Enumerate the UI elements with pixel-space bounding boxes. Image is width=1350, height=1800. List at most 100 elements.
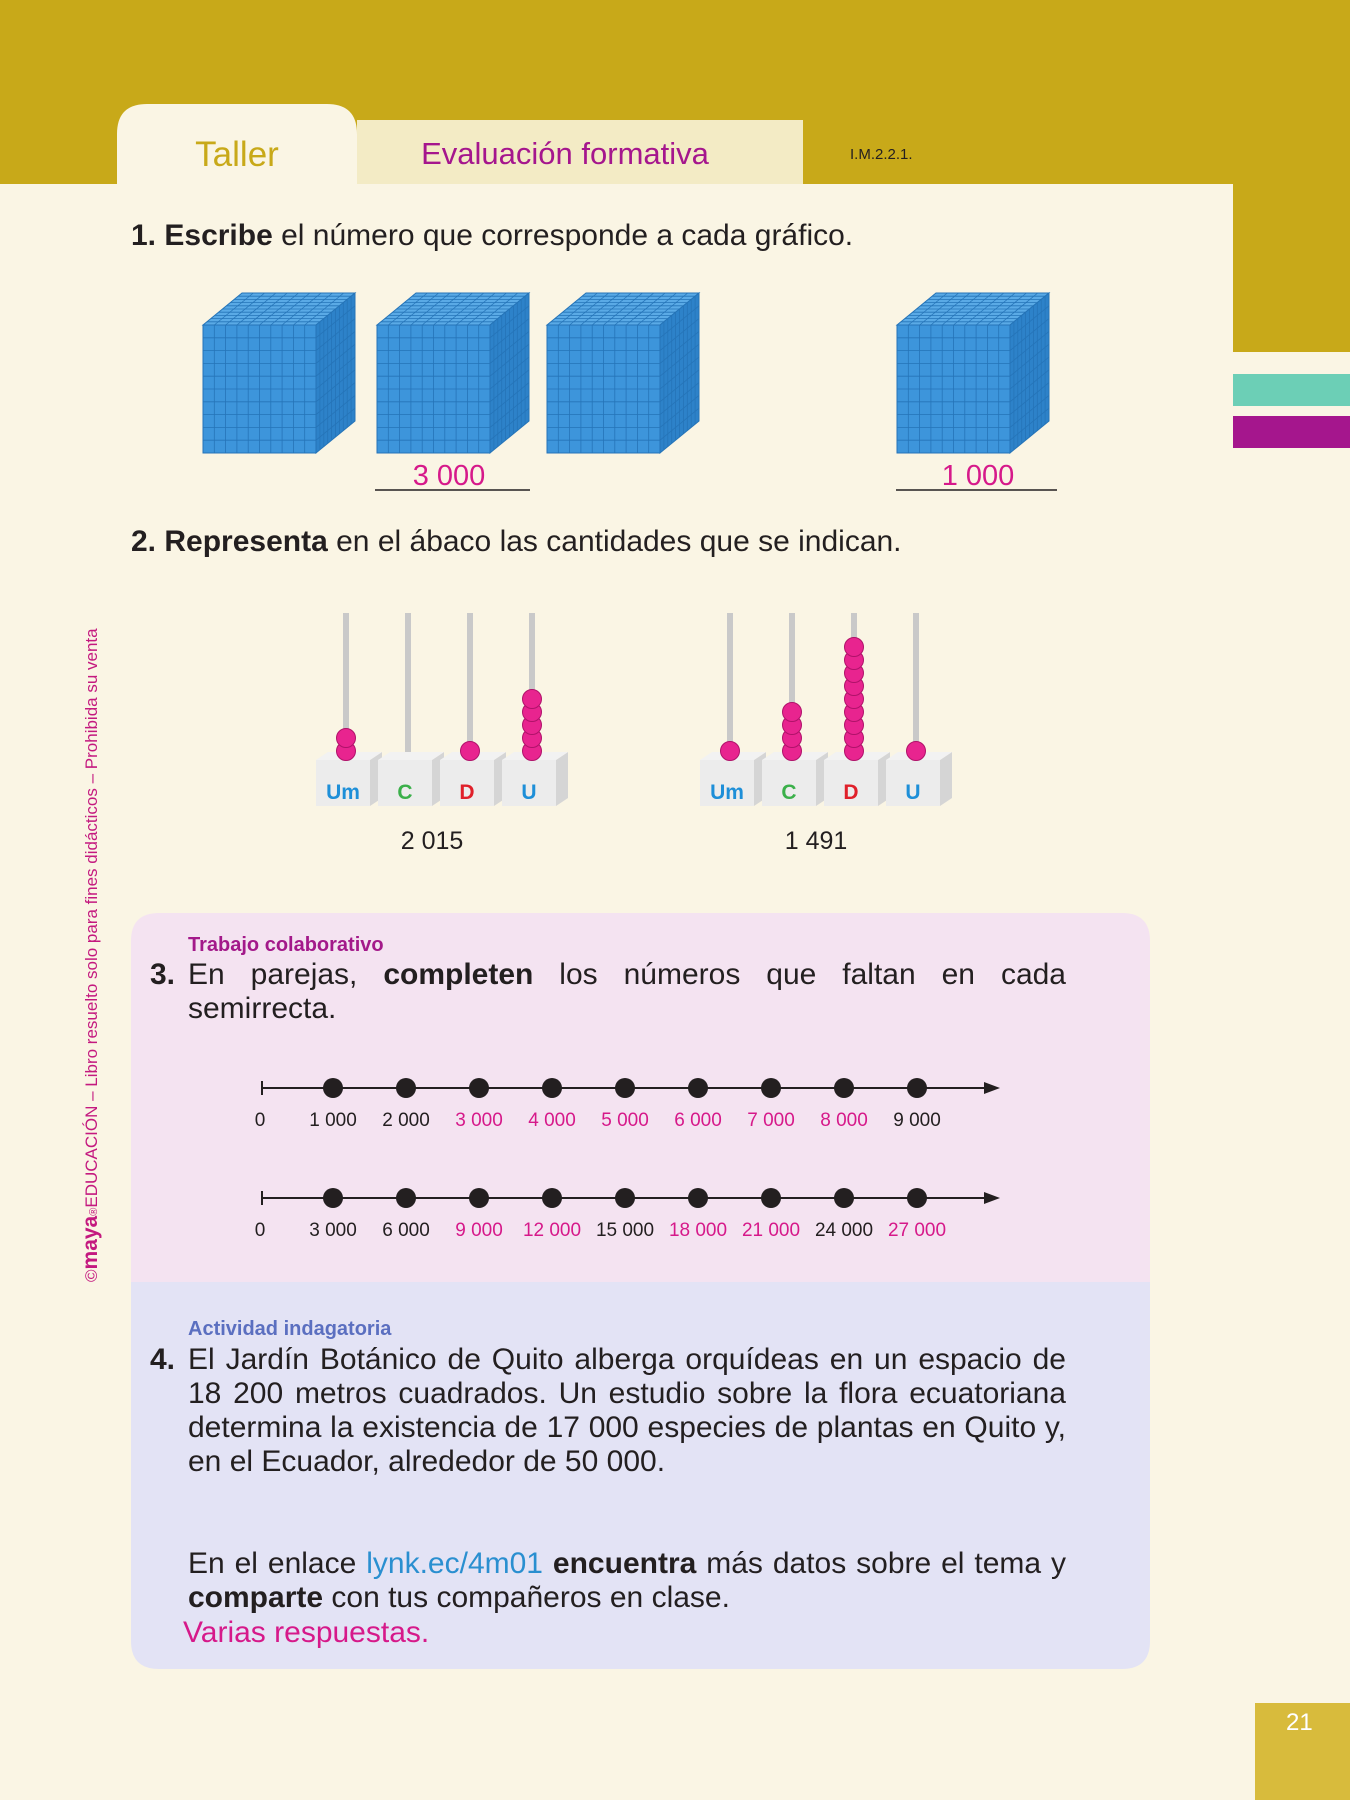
point-label: 8 000	[820, 1110, 868, 1131]
cube-grid	[281, 292, 322, 326]
column-label: U	[905, 781, 920, 804]
answer: 1 000	[942, 460, 1015, 492]
cube-grid	[1009, 369, 1050, 403]
notice: EDUCACIÓN – Libro resuelto solo para fin…	[82, 628, 101, 1208]
point-label: 4 000	[528, 1110, 576, 1131]
bead	[844, 637, 864, 657]
bead	[720, 741, 740, 761]
magenta-stripe	[1233, 416, 1350, 448]
point	[396, 1078, 416, 1098]
point-label: 2 000	[382, 1110, 430, 1131]
page-number-box	[1255, 1703, 1350, 1800]
bold-text: encuentra	[552, 1547, 697, 1580]
cube-grid	[659, 395, 700, 428]
point-label: 6 000	[674, 1110, 722, 1131]
question-text: Escribe el número que corresponde a cada…	[164, 219, 853, 252]
arrow	[984, 1192, 1000, 1204]
bead	[522, 689, 542, 709]
column-label: C	[781, 781, 796, 804]
arrow	[984, 1082, 1000, 1094]
point-label: 15 000	[596, 1220, 654, 1241]
point	[542, 1188, 562, 1208]
cube-grid	[659, 407, 700, 441]
cube-grid	[987, 292, 1027, 326]
sidebar-note: ©maya®EDUCACIÓN – Libro resuelto solo pa…	[79, 628, 102, 1282]
cube	[375, 291, 531, 455]
section-tab	[357, 120, 803, 184]
bead	[782, 702, 802, 722]
rod	[467, 613, 473, 763]
cube	[545, 291, 701, 455]
cube-grid	[467, 292, 507, 326]
point	[907, 1078, 927, 1098]
point-label: 12 000	[523, 1220, 581, 1241]
cube-grid	[315, 382, 356, 415]
text	[543, 1547, 553, 1580]
tab	[117, 104, 357, 184]
question-text: El Jardín Botánico de Quito alberga orqu…	[188, 1343, 1066, 1478]
cube-grid	[489, 382, 530, 415]
cube	[201, 291, 357, 455]
point-label: 1 000	[309, 1110, 357, 1131]
rod	[789, 613, 795, 763]
column-label: U	[521, 781, 536, 804]
rod	[913, 613, 919, 763]
point	[396, 1188, 416, 1208]
link[interactable]: lynk.ec/4m01	[366, 1547, 543, 1580]
point-label: 9 000	[893, 1110, 941, 1131]
page-number: 21	[1286, 1709, 1313, 1736]
base	[824, 760, 878, 806]
point-label: 18 000	[669, 1220, 727, 1241]
base	[886, 760, 940, 806]
cube-grid	[315, 395, 356, 428]
cube-grid	[304, 292, 344, 326]
cube-grid	[1009, 407, 1050, 441]
text: los números que faltan en cada semirrect…	[188, 958, 1066, 1025]
abacus-number: 1 491	[785, 827, 848, 855]
rod	[727, 613, 733, 763]
activity-tag: Trabajo colaborativo	[188, 934, 384, 956]
text: más datos sobre el tema y	[696, 1547, 1067, 1580]
point	[542, 1078, 562, 1098]
point	[688, 1078, 708, 1098]
question-2: 2. Representa en el ábaco las cantidades…	[131, 525, 902, 559]
point	[761, 1078, 781, 1098]
text: en el ábaco las cantidades que se indica…	[327, 525, 902, 558]
question-text: En el enlace lynk.ec/4m01 encuentra más …	[188, 1547, 1066, 1615]
question-number: 4.	[150, 1343, 176, 1376]
brand: maya	[79, 1215, 102, 1269]
point-label: 6 000	[382, 1220, 430, 1241]
cube-grid	[975, 292, 1016, 326]
cube-grid	[455, 292, 496, 326]
base	[700, 760, 754, 806]
text: con tus compañeros en clase.	[323, 1581, 730, 1614]
code: I.M.2.2.1.	[850, 146, 913, 163]
cube-grid	[637, 292, 677, 326]
point-label: 21 000	[742, 1220, 800, 1241]
text: En el enlace	[188, 1547, 367, 1580]
bead	[460, 741, 480, 761]
cube-grid	[315, 369, 356, 403]
bold-text: completen	[383, 958, 534, 991]
point-label: 9 000	[455, 1220, 503, 1241]
cube-grid	[1009, 382, 1050, 415]
base	[762, 760, 816, 806]
base	[502, 760, 556, 806]
cube-grid	[478, 292, 518, 326]
teal-stripe	[1233, 374, 1350, 406]
point	[834, 1188, 854, 1208]
base	[316, 760, 370, 806]
bold-text: comparte	[188, 1581, 324, 1614]
base-side	[556, 752, 568, 806]
cube-grid	[1009, 395, 1050, 428]
registered: ®	[88, 1208, 100, 1216]
section-title: Evaluación formativa	[421, 136, 710, 171]
point	[834, 1078, 854, 1098]
cube-grid	[659, 369, 700, 403]
abacus-number: 2 015	[401, 827, 464, 855]
bead	[336, 728, 356, 748]
cube-grid	[659, 382, 700, 415]
base-side	[940, 752, 952, 806]
question-number: 3.	[150, 958, 176, 991]
